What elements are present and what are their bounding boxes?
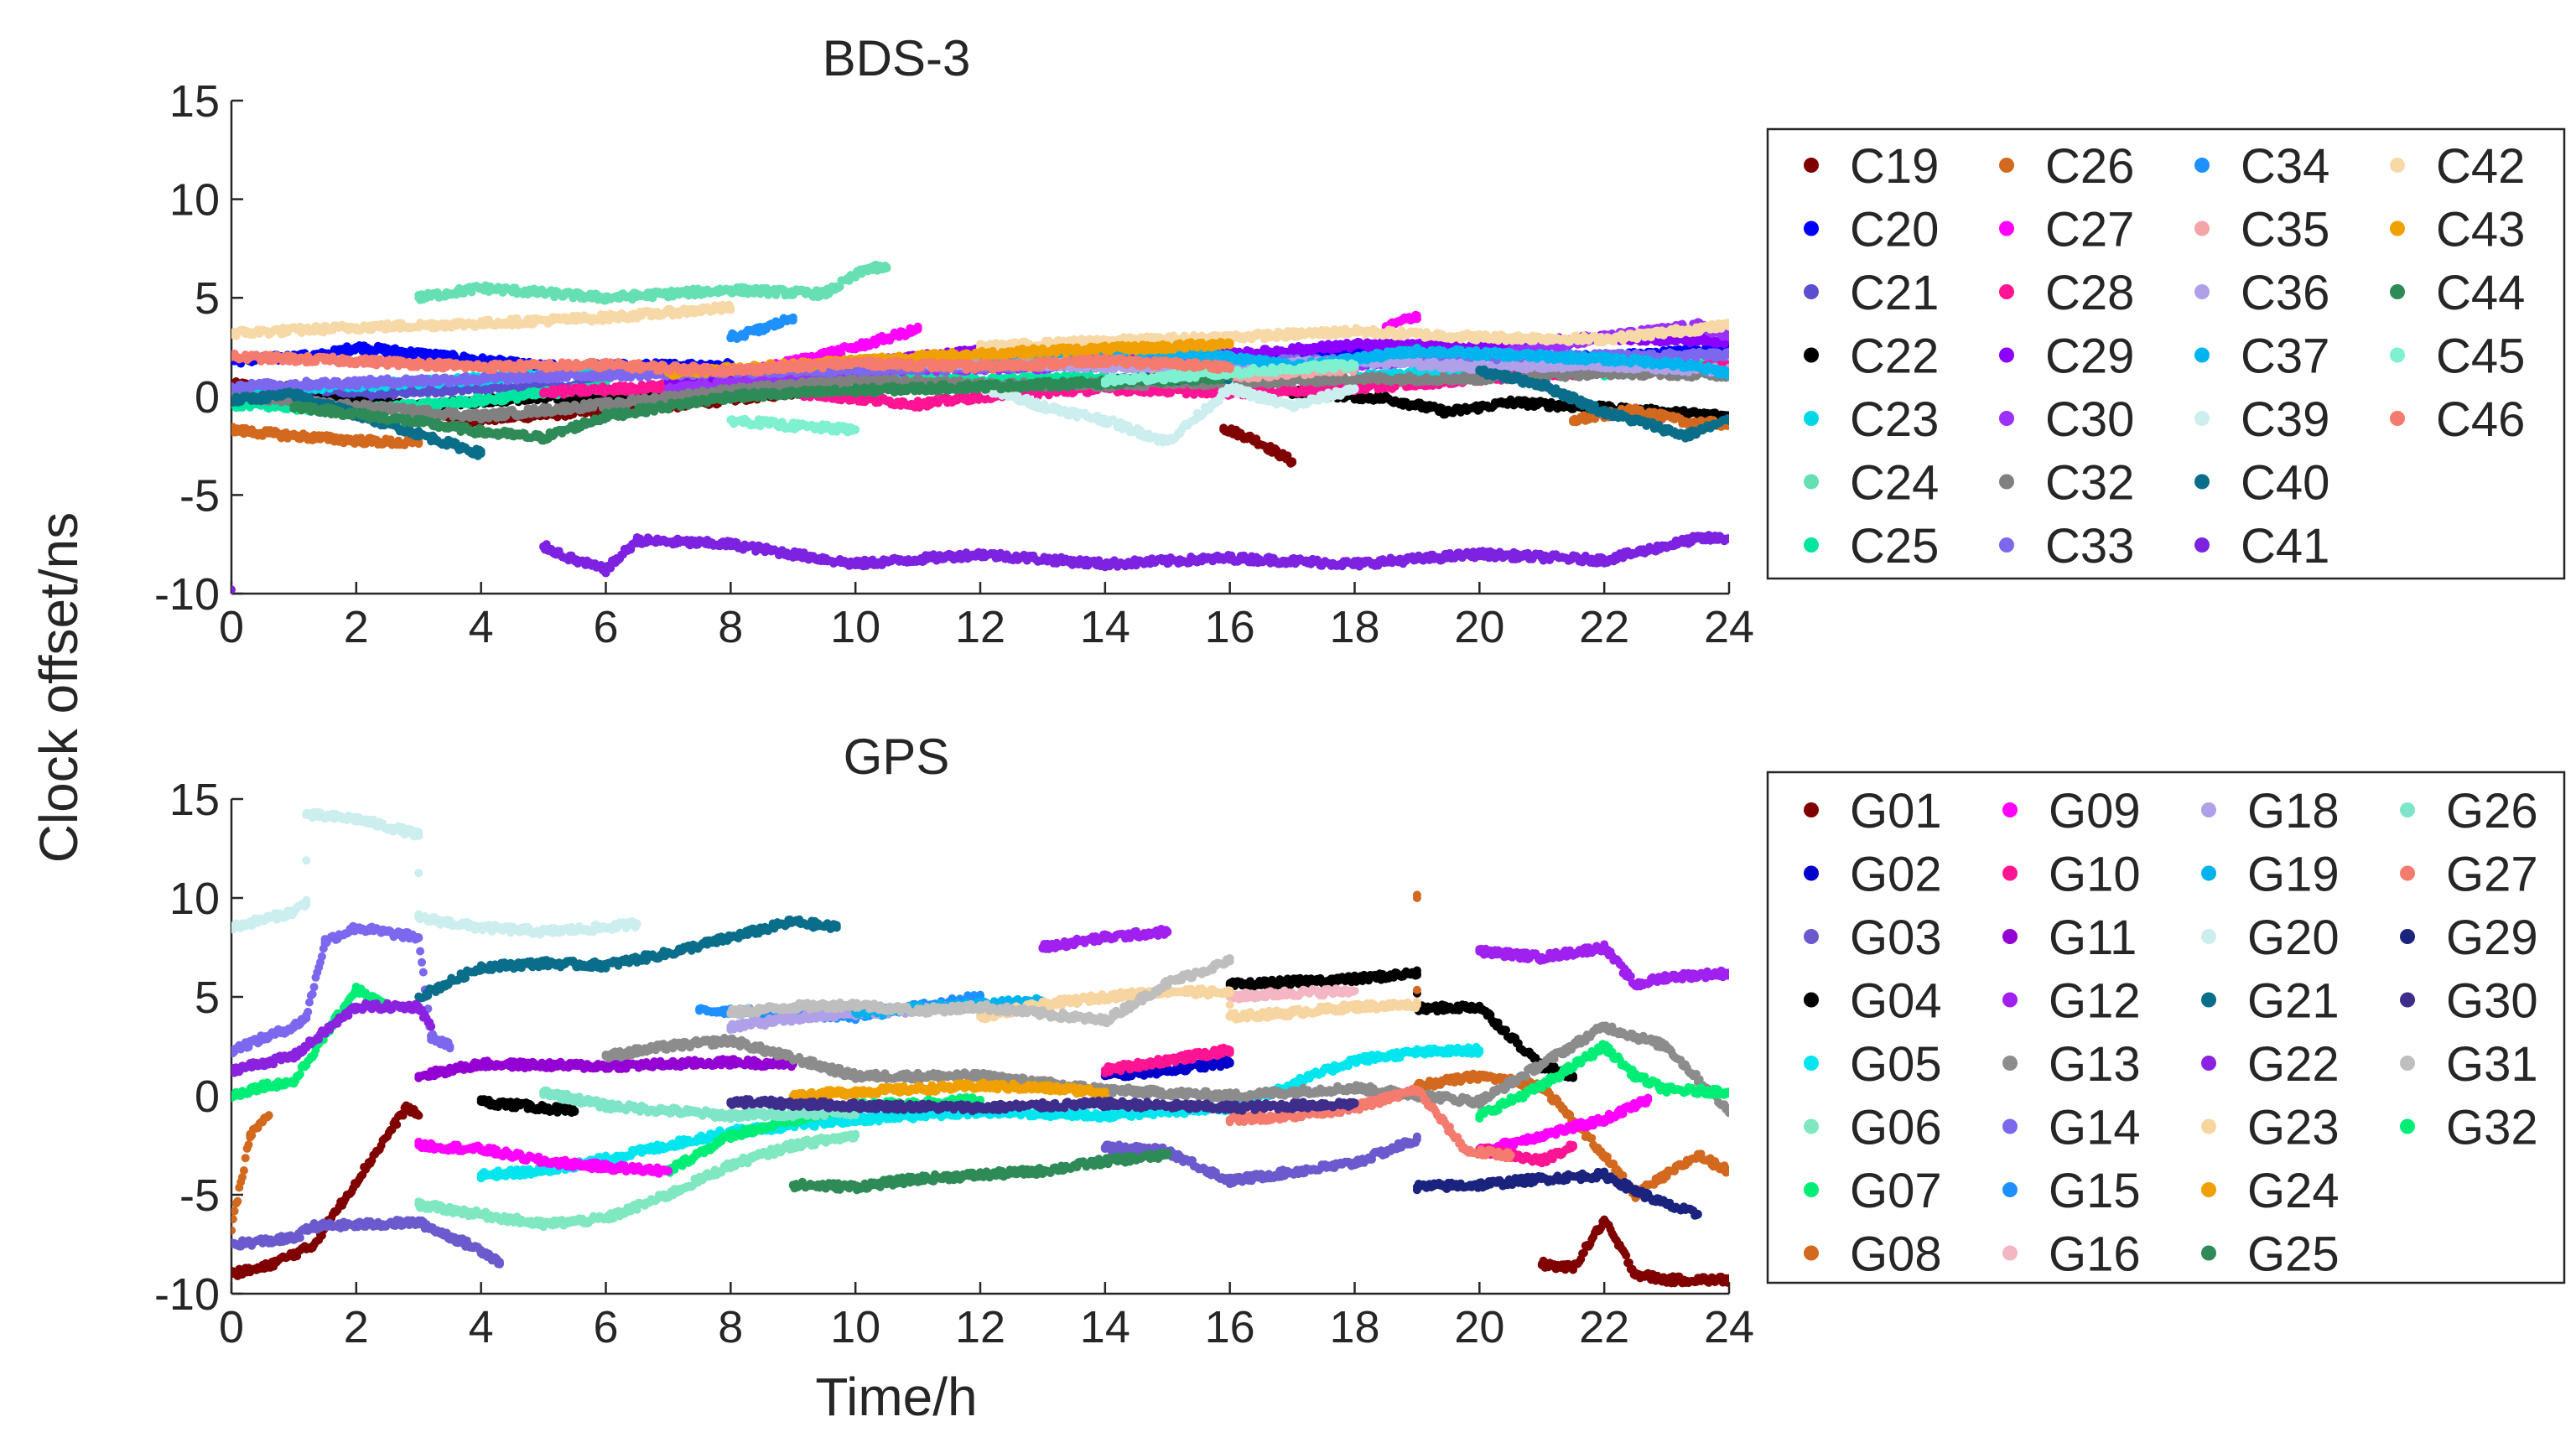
- data-point: [351, 343, 361, 351]
- data-point: [414, 293, 423, 303]
- data-point: [851, 343, 860, 351]
- bds3-x-tick-label: 8: [718, 602, 743, 652]
- data-point: [539, 388, 548, 397]
- data-point: [1412, 311, 1421, 320]
- bds3-x-tick-label: 14: [1080, 602, 1130, 652]
- bds3-x-tick-label: 10: [830, 602, 880, 652]
- bds3-y-tick-label: -5: [179, 470, 220, 521]
- bds3-x-tick-label: 2: [344, 602, 369, 652]
- data-point: [1680, 418, 1690, 427]
- data-point: [476, 396, 486, 405]
- data-point: [289, 431, 299, 440]
- data-point: [231, 425, 236, 434]
- bds3-y-tick-label: 10: [169, 175, 220, 226]
- data-point: [820, 289, 828, 298]
- data-point: [1250, 435, 1259, 444]
- data-point: [476, 283, 486, 293]
- bds3-x-tick-label: 0: [219, 602, 244, 652]
- bds3-x-tick-label: 4: [469, 602, 494, 652]
- bds3-series-c24: [414, 260, 891, 305]
- data-point: [339, 435, 348, 444]
- bds3-x-tick-label: 16: [1205, 602, 1255, 652]
- bds3-y-tick-label: 15: [169, 76, 220, 127]
- bds3-x-tick-label: 24: [1704, 602, 1754, 652]
- bds3-x-tick-label: 6: [593, 602, 618, 652]
- data-point: [1631, 406, 1640, 415]
- y-axis-title: Clock offset/ns: [29, 512, 89, 864]
- data-point: [1444, 407, 1453, 417]
- data-point: [913, 324, 922, 334]
- data-point: [1219, 423, 1228, 433]
- data-point: [864, 263, 872, 272]
- bds3-y-tick-label: 5: [195, 273, 220, 324]
- bds3-x-tick-label: 22: [1579, 602, 1629, 652]
- data-point: [1506, 397, 1515, 407]
- bds3-title: BDS-3: [823, 30, 971, 86]
- bds3-x-tick-label: 20: [1454, 602, 1504, 652]
- data-point: [1288, 457, 1297, 466]
- data-point: [882, 263, 891, 272]
- bds3-x-tick-label: 18: [1329, 602, 1379, 652]
- data-point: [1569, 416, 1577, 424]
- data-point: [913, 400, 922, 409]
- bds3-x-tick-label: 12: [955, 602, 1005, 652]
- bds3-y-tick-label: 0: [195, 372, 220, 423]
- data-point: [601, 293, 610, 303]
- data-point: [414, 439, 423, 449]
- bds3-y-tick-label: -10: [154, 569, 220, 620]
- data-point: [1381, 394, 1390, 403]
- data-point: [726, 285, 735, 294]
